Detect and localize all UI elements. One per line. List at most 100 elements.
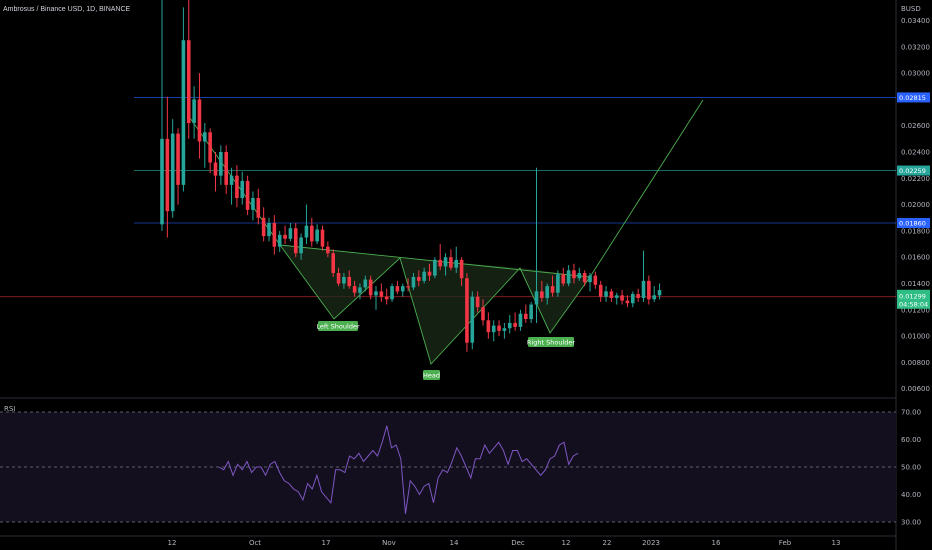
candle-body [400,286,405,292]
candle-body [459,259,464,279]
candle-body [406,286,410,288]
price-tick-label: 0.02600 [901,122,930,130]
candle-body [203,132,207,142]
candle-body [609,291,614,298]
candle-body [358,287,362,293]
candle-body [550,286,555,293]
candle-body [213,162,218,176]
candle-body [186,40,191,124]
candle-body [165,138,170,212]
pattern-path [189,99,704,365]
candle-body [368,279,373,296]
candle-body [326,246,330,254]
candle-body [598,284,603,297]
candle-body [208,132,212,163]
candle-body [636,294,640,298]
candle-body [304,225,309,238]
current-price-tag [897,289,930,309]
price-tick-label: 0.00600 [901,385,930,393]
candle-body [614,295,619,298]
time-tick-label: Oct [249,539,261,547]
rsi-tick-label: 30.00 [901,519,921,527]
candle-body [572,270,576,279]
candle-body [411,276,416,288]
candle-body [272,223,277,247]
candle-body [465,278,469,343]
candle-body [641,280,646,298]
level-price-text: 0.02815 [899,94,926,102]
price-axis-currency: BUSD [901,5,921,13]
candle-body [390,286,394,300]
time-tick-label: 22 [603,539,612,547]
pattern-label-bg [318,321,358,331]
time-tick-label: 2023 [642,539,660,547]
candle-body [647,280,651,300]
candle-body [310,225,314,242]
pattern-label-left: Left Shoulder [316,322,360,330]
time-tick-label: Feb [779,539,792,547]
candle-body [384,296,389,300]
rsi-line [218,425,579,514]
price-tick-label: 0.00800 [901,359,930,367]
candle-body [342,276,346,284]
candle-body [192,99,196,124]
candle-body [315,229,319,242]
candle-body [283,234,287,239]
candle-body [181,40,186,185]
candle-body [299,237,303,254]
candle-body [240,180,245,199]
candle-body [438,259,442,267]
candle-body [524,313,528,320]
candle-body [588,275,592,283]
candle-body [481,307,485,321]
candle-body [417,276,421,281]
current-price-text: 0.01299 [899,292,926,300]
pattern-label-head: Head [423,371,440,379]
candle-body [170,133,175,212]
candle-body [229,175,234,185]
time-tick-label: 16 [712,539,721,547]
price-tick-label: 0.01800 [901,227,930,235]
rsi-tick-label: 40.00 [901,491,921,499]
price-tick-label: 0.01000 [901,333,930,341]
candle-body [497,325,501,331]
candle-body [604,291,608,297]
candle-body [540,291,544,298]
time-tick-label: 17 [322,539,331,547]
head-zone [400,258,520,364]
candle-body [256,198,261,218]
candle-body [245,180,250,210]
candle-body [293,228,298,254]
price-tick-label: 0.02400 [901,149,930,157]
candle-body [336,272,341,284]
time-tick-label: Dec [511,539,525,547]
candle-body [491,325,496,333]
level-price-tag [897,218,930,229]
price-tick-label: 0.03000 [901,70,930,78]
price-tick-label: 0.03200 [901,43,930,51]
candle-body [433,259,437,276]
candle-body [582,272,587,283]
pattern-label-bg [528,337,574,347]
candle-body [288,228,293,239]
candle-body [379,291,384,297]
candle-body [556,274,560,293]
candle-body [267,223,271,237]
time-tick-label: 12 [168,539,177,547]
rsi-tick-label: 70.00 [901,409,921,417]
candle-body [502,328,507,331]
candle-body [625,300,630,304]
price-tick-label: 0.01200 [901,306,930,314]
candle-body [197,99,202,142]
candle-body [235,175,239,199]
candle-body [277,234,282,247]
level-price-text: 0.02259 [899,167,926,175]
price-tick-label: 0.01600 [901,254,930,262]
candle-body [224,152,228,185]
candle-body [577,272,582,279]
candle-body [374,291,378,296]
candle-body [320,229,325,247]
candle-body [507,322,512,329]
price-tick-label: 0.01400 [901,280,930,288]
